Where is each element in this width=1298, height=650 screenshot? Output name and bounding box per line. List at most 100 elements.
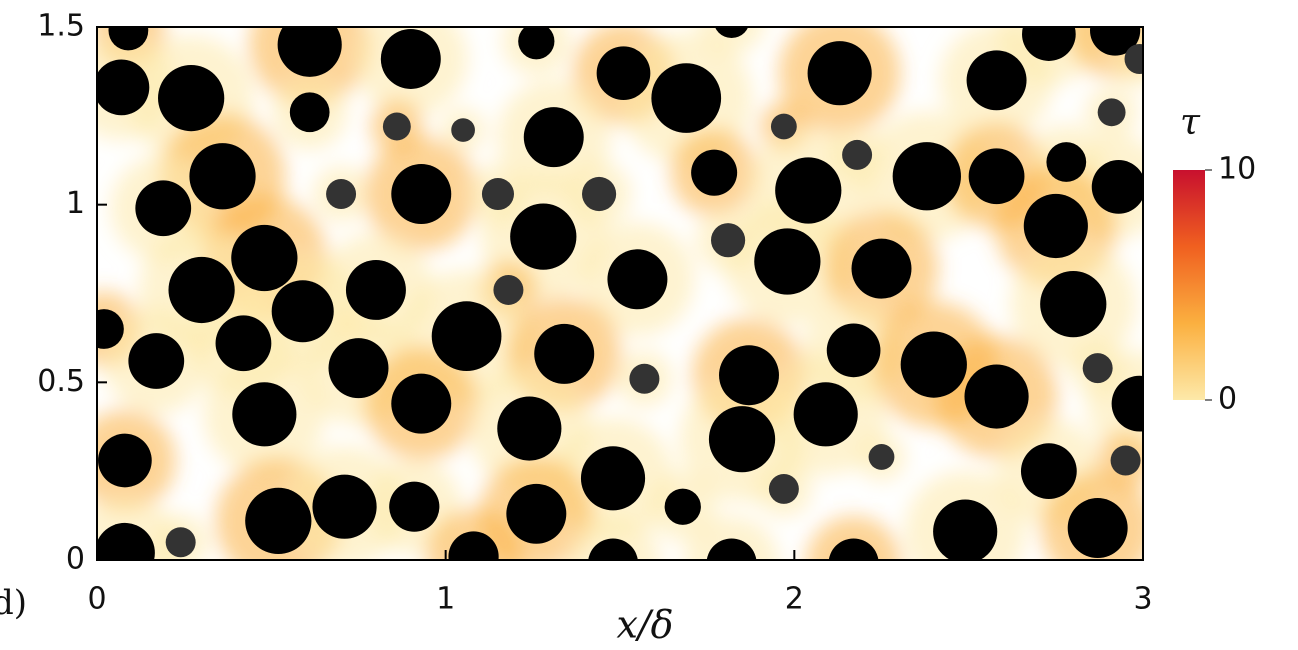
particle <box>842 139 873 170</box>
particle <box>391 373 452 434</box>
particle <box>289 92 330 133</box>
particle <box>326 179 357 209</box>
particle <box>451 118 475 142</box>
particle <box>271 280 334 343</box>
particle <box>518 27 555 60</box>
particle <box>807 41 872 106</box>
particle <box>711 223 746 258</box>
particle <box>510 203 577 270</box>
particle <box>1082 353 1113 384</box>
particle <box>754 228 821 295</box>
colorbar <box>1173 170 1205 400</box>
fluid-halo <box>684 515 780 560</box>
particle <box>775 157 842 224</box>
particle <box>382 112 411 141</box>
x-tick-label: 3 <box>1133 582 1152 617</box>
particle <box>588 538 638 560</box>
fluid-halo <box>565 515 661 560</box>
y-tick-label: 0 <box>66 542 85 577</box>
particle <box>580 446 646 511</box>
y-tick-label: 0.5 <box>37 364 85 399</box>
particle <box>1046 142 1087 182</box>
x-axis-label: x/δ <box>616 603 673 647</box>
x-tick-label: 2 <box>785 582 804 617</box>
particle <box>506 483 567 544</box>
particle <box>1090 27 1141 56</box>
plot-frame <box>96 26 1144 561</box>
particle <box>1020 443 1077 500</box>
particle <box>98 433 152 488</box>
particle <box>245 487 312 555</box>
particle <box>534 323 595 384</box>
particle <box>1124 43 1143 74</box>
particle <box>691 149 738 196</box>
particle <box>851 238 912 299</box>
particle <box>232 382 297 447</box>
particle <box>768 473 799 504</box>
fluid-halo <box>806 515 902 560</box>
particle <box>868 444 895 470</box>
particle <box>481 177 515 211</box>
panel-label: d) <box>0 583 27 623</box>
particle <box>596 46 651 101</box>
particle <box>312 474 377 539</box>
colorbar-tick-label: 0 <box>1218 382 1237 417</box>
particle <box>968 148 1025 205</box>
particle <box>607 249 668 310</box>
particle <box>892 142 961 211</box>
particle <box>1111 375 1143 432</box>
particle <box>770 113 797 140</box>
particle <box>97 522 155 560</box>
particle <box>1067 498 1128 559</box>
particle <box>168 256 235 324</box>
x-tick-label: 1 <box>436 582 455 617</box>
colorbar-label: τ <box>1180 102 1201 143</box>
particle <box>719 345 779 406</box>
particle <box>966 50 1027 111</box>
x-tick-label: 0 <box>87 582 106 617</box>
particle <box>933 499 998 560</box>
particle <box>523 107 584 168</box>
particle <box>964 364 1029 429</box>
particle <box>900 331 967 398</box>
particle <box>497 396 562 461</box>
particle <box>165 527 196 558</box>
particle <box>1110 445 1141 476</box>
particle <box>664 488 701 525</box>
particle <box>706 538 757 560</box>
particle <box>431 301 502 372</box>
particles <box>97 27 1143 560</box>
colorbar-tick-label: 10 <box>1218 152 1256 187</box>
particle <box>97 59 150 116</box>
particle <box>581 176 617 212</box>
y-tick-label: 1 <box>66 186 85 221</box>
particle <box>828 538 879 560</box>
particle <box>448 531 499 560</box>
particle <box>793 382 858 447</box>
particle <box>493 274 524 305</box>
particle <box>1040 271 1107 338</box>
particle <box>1091 160 1143 214</box>
particle <box>708 406 776 473</box>
particle <box>108 27 149 51</box>
particle <box>97 309 124 349</box>
particle <box>1097 98 1126 127</box>
particle <box>231 224 298 292</box>
particle <box>277 27 342 77</box>
particle <box>714 27 749 39</box>
particle <box>189 143 256 210</box>
particle <box>158 64 225 132</box>
particle <box>391 164 452 224</box>
particle <box>389 481 440 532</box>
y-tick-label: 1.5 <box>37 9 85 44</box>
particle <box>1023 193 1088 259</box>
particle <box>651 63 722 133</box>
particle <box>826 323 881 378</box>
particle <box>135 180 192 237</box>
particle <box>345 259 406 320</box>
particle <box>629 363 660 394</box>
particle <box>128 333 185 389</box>
particle <box>380 28 441 89</box>
particle <box>215 315 272 372</box>
